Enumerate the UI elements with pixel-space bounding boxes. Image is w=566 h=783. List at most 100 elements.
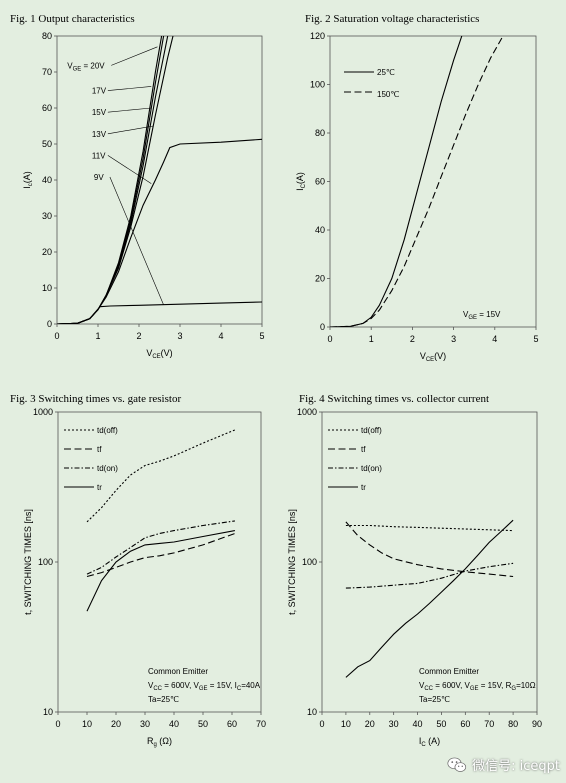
series-line-4 <box>57 138 262 324</box>
y-tick-label: 0 <box>320 322 325 332</box>
y-tick-label: 0 <box>47 319 52 329</box>
x-tick-label: 70 <box>256 719 266 729</box>
x-axis-label: VCE(V) <box>420 351 446 363</box>
x-tick-label: 3 <box>177 331 182 341</box>
series-line-3 <box>86 530 236 612</box>
x-tick-label: 4 <box>218 331 223 341</box>
y-tick-label: 10 <box>42 283 52 293</box>
x-tick-label: 10 <box>341 719 351 729</box>
y-axis-label-group: IC(A) <box>295 172 307 191</box>
y-tick-label: 10 <box>307 707 317 717</box>
annotation-leader <box>111 46 158 66</box>
series-line-0 <box>86 429 236 523</box>
condition-note: Common Emitter <box>419 667 479 676</box>
annotation-leader <box>109 176 164 306</box>
x-tick-label: 3 <box>451 334 456 344</box>
series-line-3 <box>345 519 514 678</box>
legend-label: td(on) <box>97 464 118 473</box>
text-part: V <box>419 681 425 690</box>
text-part: = 15V <box>477 310 501 319</box>
condition-note: Ta=25℃ <box>419 695 450 704</box>
subscript: G <box>511 686 516 692</box>
plot-frame <box>329 35 537 328</box>
subscript: CE <box>426 357 434 363</box>
series-line-0 <box>330 36 463 327</box>
y-axis-label-group: t, SWITCHING TIMES [ns] <box>287 509 297 615</box>
text-part: = 600V, V <box>433 681 471 690</box>
y-tick-label: 120 <box>310 31 325 41</box>
text-part: (V) <box>434 351 446 361</box>
text-part: 15V <box>92 108 107 117</box>
subscript: CE <box>152 354 160 360</box>
x-tick-label: 0 <box>327 334 332 344</box>
fig3-chart: Fig. 3 Switching times vs. gate resistor… <box>10 393 266 748</box>
series-annotation: 17V <box>92 87 107 96</box>
annotation-leader <box>107 125 154 135</box>
text-part: I <box>295 188 305 191</box>
text-part: I <box>22 186 32 189</box>
text-part: (V) <box>161 348 173 358</box>
text-part: (A) <box>295 172 305 184</box>
condition-note: Ta=25℃ <box>148 695 179 704</box>
chart-title: Fig. 2 Saturation voltage characteristic… <box>305 13 479 25</box>
x-tick-label: 1 <box>95 331 100 341</box>
x-tick-label: 50 <box>198 719 208 729</box>
x-tick-label: 70 <box>484 719 494 729</box>
legend-label: td(off) <box>361 426 382 435</box>
x-tick-label: 40 <box>169 719 179 729</box>
x-tick-label: 2 <box>136 331 141 341</box>
condition-note: VCC = 600V, VGE = 15V, RG=10Ω <box>419 681 536 692</box>
subscript: CC <box>153 686 162 692</box>
series-line-1 <box>345 521 514 578</box>
series-annotation: 9V <box>94 173 104 182</box>
chart-title: Fig. 4 Switching times vs. collector cur… <box>299 393 489 405</box>
text-part: R <box>147 736 154 746</box>
legend-label: 150℃ <box>377 90 399 99</box>
chart-title: Fig. 3 Switching times vs. gate resistor <box>10 393 181 405</box>
subscript: c <box>28 183 34 186</box>
y-axis-label-group: Ic(A) <box>22 171 34 189</box>
y-tick-label: 10 <box>43 707 53 717</box>
text-part: 11V <box>92 151 106 160</box>
y-tick-label: 40 <box>315 225 325 235</box>
x-tick-label: 4 <box>492 334 497 344</box>
y-tick-label: 100 <box>38 557 53 567</box>
y-tick-label: 60 <box>42 103 52 113</box>
series-annotation: 11V <box>92 151 106 160</box>
x-tick-label: 60 <box>460 719 470 729</box>
y-axis-label: Ic(A) <box>22 171 34 189</box>
fig2-chart: Fig. 2 Saturation voltage characteristic… <box>295 13 539 363</box>
series-line-2 <box>86 520 235 575</box>
x-tick-label: 0 <box>55 719 60 729</box>
text-part: (A) <box>22 171 32 183</box>
x-tick-label: 30 <box>389 719 399 729</box>
text-part: (A) <box>426 736 441 746</box>
x-tick-label: 1 <box>369 334 374 344</box>
subscript: GE <box>468 315 477 321</box>
subscript: C <box>421 742 426 748</box>
legend-label: td(on) <box>361 464 382 473</box>
x-axis-label: IC (A) <box>419 736 440 748</box>
subscript: GE <box>470 686 479 692</box>
x-tick-label: 10 <box>82 719 92 729</box>
text-part: =10Ω <box>516 681 536 690</box>
subscript: C <box>301 183 307 188</box>
text-part: (Ω) <box>157 736 172 746</box>
text-part: V <box>146 348 152 358</box>
x-tick-label: 50 <box>436 719 446 729</box>
text-part: V <box>67 61 73 70</box>
series-line-1 <box>57 36 165 324</box>
x-tick-label: 20 <box>365 719 375 729</box>
watermark: 微信号: iceqpt <box>447 755 560 774</box>
subscript: C <box>237 686 242 692</box>
x-axis-label: Rg (Ω) <box>147 736 172 748</box>
text-part: V <box>148 681 154 690</box>
x-tick-label: 0 <box>319 719 324 729</box>
legend-label: tf <box>361 445 366 454</box>
y-axis-label: t, SWITCHING TIMES [ns] <box>287 509 297 615</box>
text-part: 9V <box>94 173 104 182</box>
x-tick-label: 60 <box>227 719 237 729</box>
